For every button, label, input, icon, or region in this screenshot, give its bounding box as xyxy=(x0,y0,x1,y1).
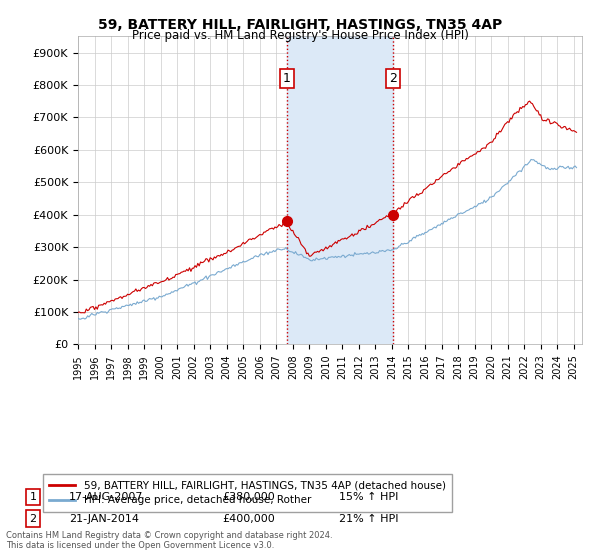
Text: 2: 2 xyxy=(29,514,37,524)
Text: Contains HM Land Registry data © Crown copyright and database right 2024.
This d: Contains HM Land Registry data © Crown c… xyxy=(6,530,332,550)
Text: 2: 2 xyxy=(389,72,397,85)
Text: 15% ↑ HPI: 15% ↑ HPI xyxy=(339,492,398,502)
Text: 21% ↑ HPI: 21% ↑ HPI xyxy=(339,514,398,524)
Text: Price paid vs. HM Land Registry's House Price Index (HPI): Price paid vs. HM Land Registry's House … xyxy=(131,29,469,42)
Legend: 59, BATTERY HILL, FAIRLIGHT, HASTINGS, TN35 4AP (detached house), HPI: Average p: 59, BATTERY HILL, FAIRLIGHT, HASTINGS, T… xyxy=(43,474,452,512)
Text: £400,000: £400,000 xyxy=(222,514,275,524)
Bar xyxy=(287,36,393,344)
Text: 1: 1 xyxy=(283,72,290,85)
Text: 17-AUG-2007: 17-AUG-2007 xyxy=(69,492,143,502)
Text: £380,000: £380,000 xyxy=(222,492,275,502)
Text: 59, BATTERY HILL, FAIRLIGHT, HASTINGS, TN35 4AP: 59, BATTERY HILL, FAIRLIGHT, HASTINGS, T… xyxy=(98,18,502,32)
Text: 1: 1 xyxy=(29,492,37,502)
Text: 21-JAN-2014: 21-JAN-2014 xyxy=(69,514,139,524)
